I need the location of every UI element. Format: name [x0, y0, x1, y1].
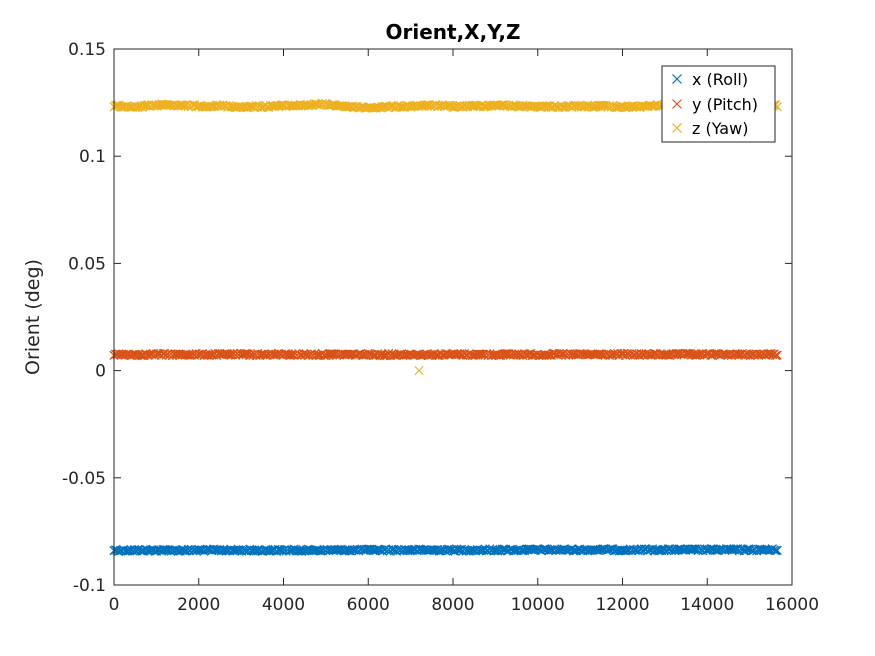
y-tick-label: -0.1	[73, 576, 106, 596]
y-axis-label: Orient (deg)	[22, 259, 44, 375]
x-tick-label: 10000	[511, 595, 565, 615]
legend-entry-yaw: z (Yaw)	[672, 119, 748, 138]
legend-label-pitch: y (Pitch)	[692, 95, 758, 114]
x-tick-label: 14000	[680, 595, 734, 615]
legend-box	[661, 65, 776, 143]
x-tick-label: 16000	[765, 595, 819, 615]
x-tick-label: 8000	[431, 595, 474, 615]
y-tick-label: 0.1	[79, 147, 106, 167]
legend-marker-roll	[672, 74, 682, 84]
legend-marker-pitch	[672, 99, 682, 109]
x-tick-label: 12000	[595, 595, 649, 615]
y-tick-label: 0.15	[68, 40, 106, 60]
ticks-layer: 0 2000 4000 6000 8000 10000 12000 14000 16000 -0.…	[62, 40, 819, 615]
y-tick-label: -0.05	[62, 469, 106, 489]
legend-entry-pitch: y (Pitch)	[672, 95, 758, 114]
y-tick-label: 0.05	[68, 254, 106, 274]
chart-title: Orient,X,Y,Z	[386, 20, 521, 44]
x-tick-label: 0	[109, 595, 120, 615]
legend-label-roll: x (Roll)	[692, 70, 748, 89]
legend: x (Roll) y (Pitch) z (Yaw)	[661, 65, 776, 143]
legend-entry-roll: x (Roll)	[672, 70, 748, 89]
outlier-point	[414, 366, 424, 376]
legend-marker-shape	[672, 123, 682, 133]
legend-marker-shape	[672, 74, 682, 84]
x-tick-label: 4000	[262, 595, 305, 615]
x-tick-label: 2000	[177, 595, 220, 615]
legend-marker-yaw	[672, 123, 682, 133]
legend-label-yaw: z (Yaw)	[692, 119, 748, 138]
y-tick-label: 0	[95, 362, 106, 382]
series-layer	[109, 98, 782, 557]
x-tick-label: 6000	[347, 595, 390, 615]
legend-marker-shape	[672, 99, 682, 109]
